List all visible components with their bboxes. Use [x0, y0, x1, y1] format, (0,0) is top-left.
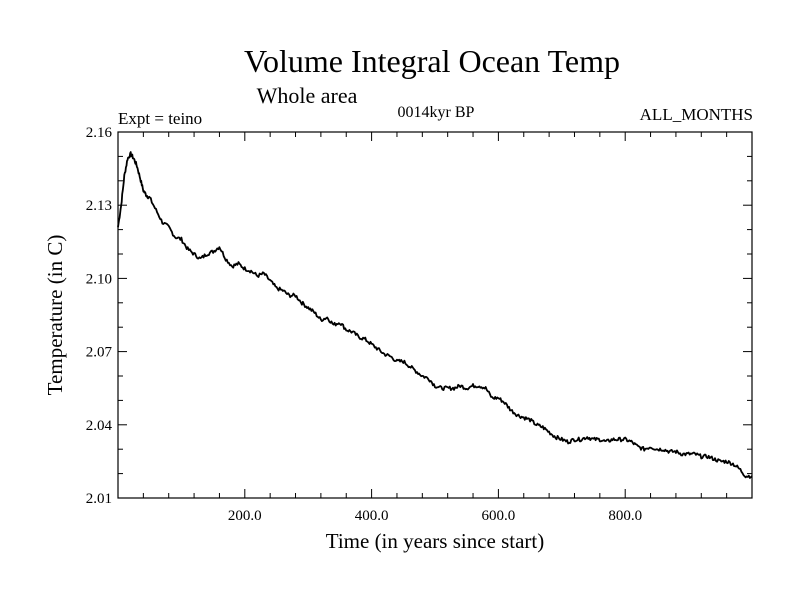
x-tick-label: 200.0: [228, 508, 262, 524]
experiment-label: Expt = teino: [118, 109, 202, 128]
y-tick-label: 2.04: [86, 418, 113, 434]
x-tick-label: 400.0: [355, 508, 389, 524]
y-tick-label: 2.16: [86, 125, 113, 141]
series-line: [117, 151, 753, 479]
x-axis-label: Time (in years since start): [326, 529, 545, 553]
plot-frame: [117, 131, 753, 499]
x-tick-label: 600.0: [482, 508, 516, 524]
y-axis-label: Temperature (in C): [43, 235, 67, 396]
y-tick-label: 2.13: [86, 198, 112, 214]
months-label: ALL_MONTHS: [640, 105, 753, 124]
y-tick-label: 2.10: [86, 271, 112, 287]
chart-subtitle: Whole area: [257, 83, 358, 108]
y-tick-label: 2.01: [86, 491, 112, 507]
x-axis: 200.0 400.0 600.0 800.0: [142, 132, 728, 524]
y-axis: 2.01 2.04 2.07 2.10 2.13 2.16: [86, 125, 752, 507]
y-tick-label: 2.07: [86, 345, 113, 361]
x-tick-label: 800.0: [608, 508, 642, 524]
period-label: 0014kyr BP: [398, 104, 475, 121]
chart-title: Volume Integral Ocean Temp: [244, 43, 620, 79]
